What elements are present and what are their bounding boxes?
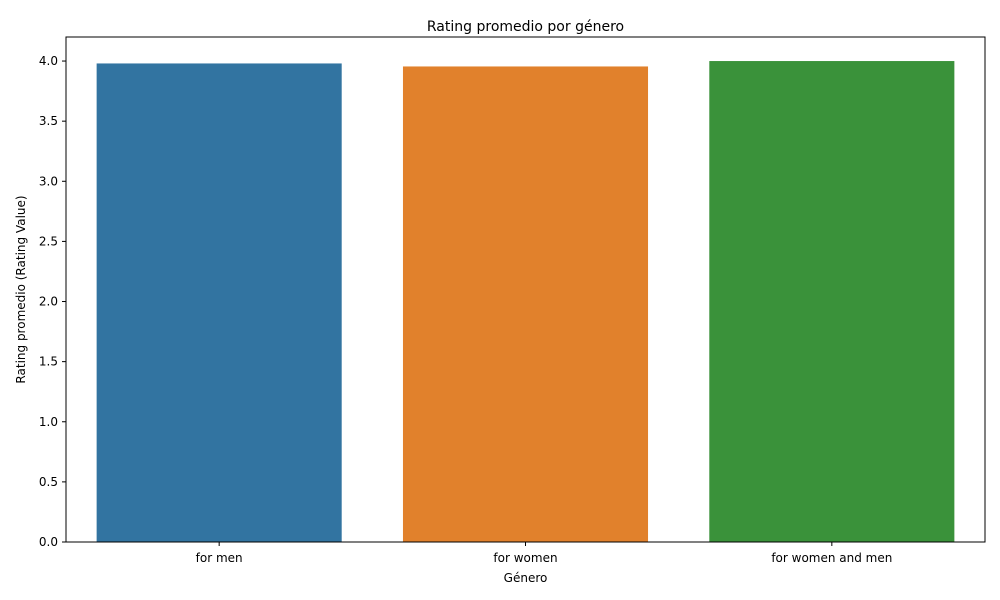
bar-for-women: [402, 66, 649, 542]
y-tick-label: 0.0: [39, 535, 58, 549]
y-tick-label: 1.5: [39, 355, 58, 369]
y-axis: 0.0 0.5 1.0 1.5 2.0 2.5 3.0 3.5 4.0: [39, 54, 66, 549]
x-tick-label: for men: [196, 551, 243, 565]
y-tick-label: 3.5: [39, 114, 58, 128]
x-tick-label: for women: [493, 551, 557, 565]
y-axis-title: Rating promedio (Rating Value): [14, 195, 28, 383]
y-tick-label: 0.5: [39, 475, 58, 489]
y-tick-label: 4.0: [39, 54, 58, 68]
y-tick-label: 2.0: [39, 295, 58, 309]
x-axis-title: Género: [504, 571, 548, 585]
bar-for-women-and-men: [709, 61, 955, 543]
y-tick-label: 3.0: [39, 174, 58, 188]
chart-title: Rating promedio por género: [427, 19, 624, 35]
x-axis: for men for women for women and men: [196, 542, 892, 565]
y-tick-label: 2.5: [39, 234, 58, 248]
bars-group: [96, 61, 955, 543]
x-tick-label: for women and men: [771, 551, 892, 565]
y-tick-label: 1.0: [39, 415, 58, 429]
plot-frame: [65, 36, 986, 543]
bar-for-men: [96, 63, 342, 542]
